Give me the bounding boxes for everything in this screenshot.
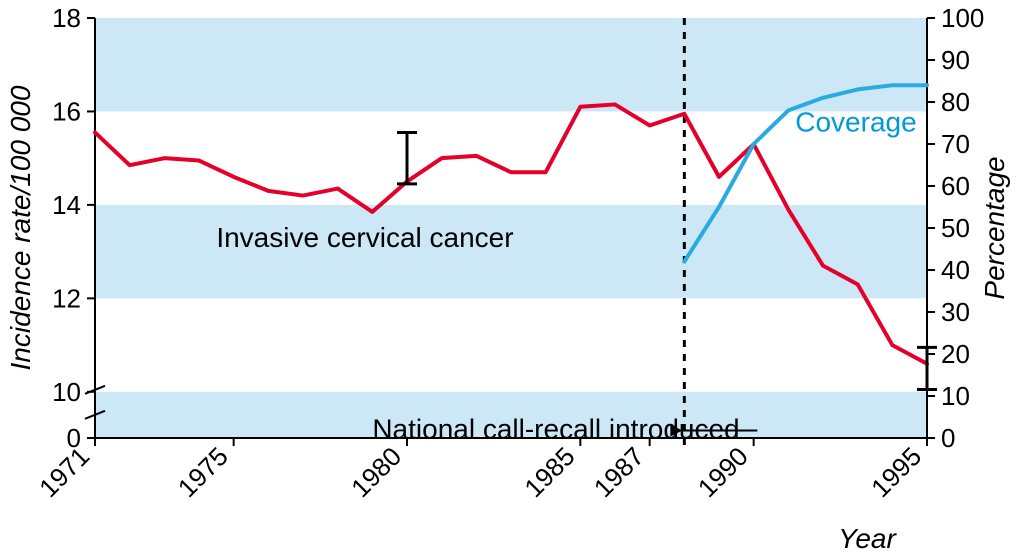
- x-tick-label: 1985: [518, 441, 580, 503]
- y-left-tick-label: 12: [52, 283, 81, 313]
- y-right-tick-label: 0: [941, 423, 955, 453]
- y-right-tick-label: 30: [941, 297, 970, 327]
- x-tick-label: 1987: [588, 441, 650, 503]
- x-tick-label: 1980: [345, 441, 407, 503]
- x-axis-title: Year: [838, 523, 897, 554]
- chart-svg: 0101214161801020304050607080901001971197…: [0, 0, 1024, 554]
- y-right-tick-label: 80: [941, 87, 970, 117]
- grid-band: [95, 298, 927, 391]
- y-left-tick-label: 18: [52, 3, 81, 33]
- y-right-tick-label: 60: [941, 171, 970, 201]
- incidence-label: Invasive cervical cancer: [216, 222, 513, 253]
- y-left-title: Incidence rate/100 000: [5, 85, 36, 370]
- y-right-tick-label: 10: [941, 381, 970, 411]
- x-tick-label: 1971: [33, 441, 95, 503]
- y-right-tick-label: 50: [941, 213, 970, 243]
- x-tick-label: 1995: [865, 441, 927, 503]
- y-right-title: Percentage: [979, 156, 1010, 299]
- x-tick-label: 1990: [692, 441, 754, 503]
- chart-container: { "chart": { "type": "dual-axis-line", "…: [0, 0, 1024, 554]
- x-tick-label: 1975: [172, 441, 234, 503]
- y-right-tick-label: 100: [941, 3, 984, 33]
- y-right-tick-label: 70: [941, 129, 970, 159]
- y-right-tick-label: 20: [941, 339, 970, 369]
- y-left-tick-label: 14: [52, 190, 81, 220]
- y-right-tick-label: 40: [941, 255, 970, 285]
- y-right-tick-label: 90: [941, 45, 970, 75]
- national-call-recall-label: National call-recall introduced: [372, 414, 739, 445]
- coverage-label: Coverage: [795, 106, 916, 137]
- y-left-tick-label: 16: [52, 96, 81, 126]
- y-left-tick-label: 10: [52, 377, 81, 407]
